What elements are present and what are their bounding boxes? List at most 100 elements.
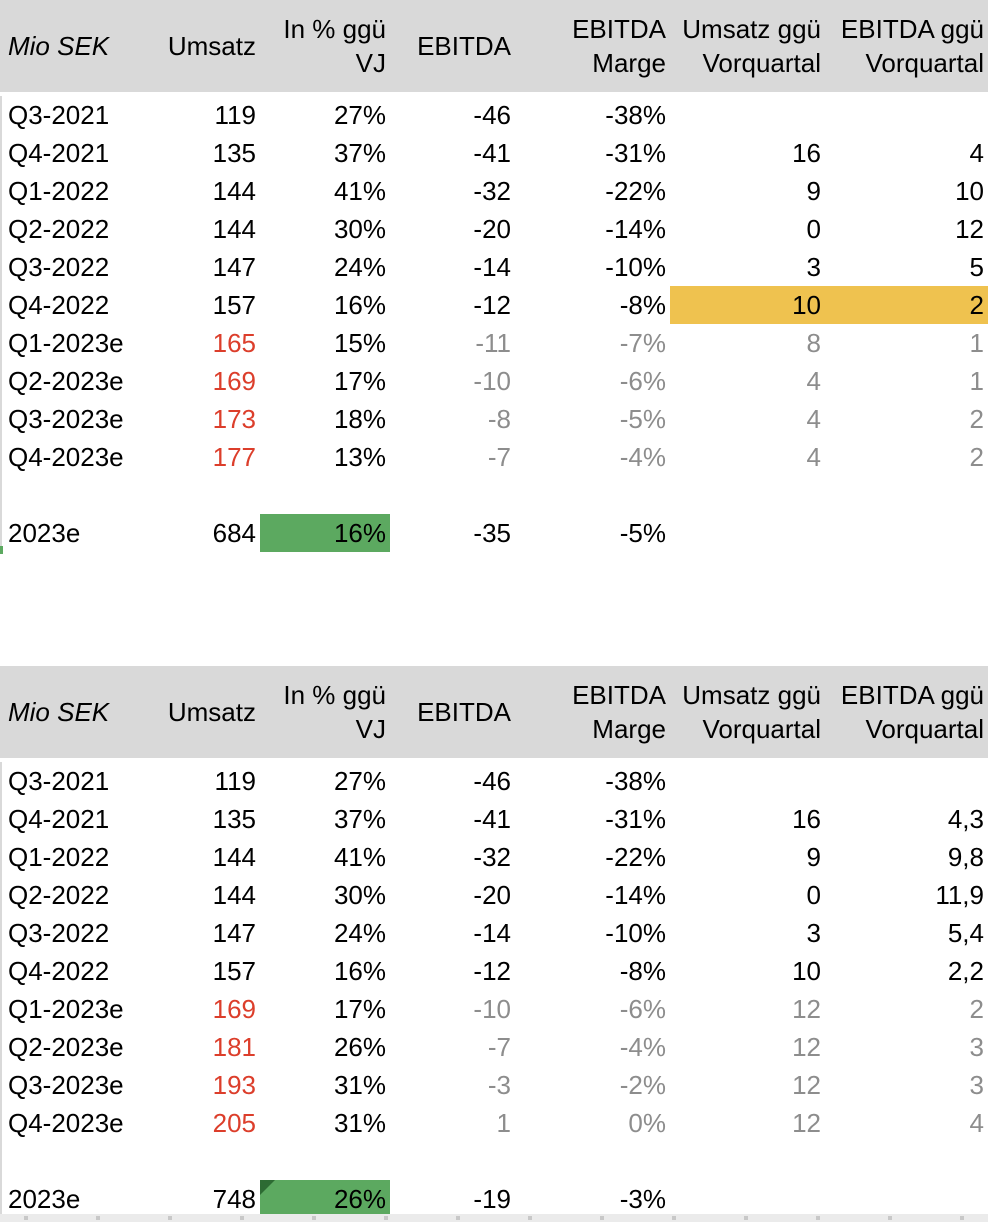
cell-marge[interactable]: -4% bbox=[619, 1032, 666, 1062]
cell-eq[interactable] bbox=[825, 1142, 988, 1180]
cell-uq[interactable]: 10 bbox=[792, 956, 821, 986]
cell-ebitda[interactable]: -41 bbox=[473, 804, 511, 834]
cell-ebitda[interactable]: -32 bbox=[473, 842, 511, 872]
cell-uq[interactable]: 12 bbox=[792, 1032, 821, 1062]
header-cell-mio-sek[interactable]: Mio SEK bbox=[0, 695, 135, 729]
cell-pct[interactable]: 41% bbox=[333, 842, 386, 872]
cell-umsatz[interactable]: 147 bbox=[212, 252, 256, 282]
cell-eq[interactable] bbox=[825, 1180, 988, 1218]
cell-ebitda[interactable]: -12 bbox=[473, 956, 511, 986]
cell-eq[interactable] bbox=[825, 762, 988, 800]
cell-quarter-label[interactable] bbox=[0, 476, 135, 514]
header-cell-ebitda[interactable]: EBITDA bbox=[390, 29, 515, 63]
cell-quarter-label[interactable]: Q2-2022 bbox=[8, 214, 110, 244]
cell-marge[interactable]: -5% bbox=[619, 518, 666, 548]
cell-uq[interactable]: 10 bbox=[670, 286, 825, 324]
header-cell-ebitda-marge[interactable]: EBITDA Marge bbox=[515, 12, 670, 80]
header-cell-ebitda-vs-prior-quarter[interactable]: EBITDA ggü Vorquartal bbox=[825, 12, 988, 80]
cell-umsatz[interactable]: 147 bbox=[212, 918, 256, 948]
cell-uq[interactable]: 16 bbox=[792, 804, 821, 834]
cell-umsatz[interactable] bbox=[135, 476, 260, 514]
cell-umsatz[interactable]: 119 bbox=[214, 766, 256, 796]
cell-umsatz[interactable]: 135 bbox=[212, 804, 256, 834]
cell-pct[interactable]: 16% bbox=[333, 290, 386, 320]
cell-uq[interactable]: 16 bbox=[792, 138, 821, 168]
cell-umsatz[interactable]: 169 bbox=[212, 366, 256, 396]
cell-uq[interactable]: 3 bbox=[806, 252, 821, 282]
cell-umsatz[interactable]: 119 bbox=[214, 100, 256, 130]
cell-uq[interactable]: 12 bbox=[792, 1070, 821, 1100]
cell-marge[interactable]: -38% bbox=[605, 100, 666, 130]
cell-uq[interactable]: 4 bbox=[806, 366, 821, 396]
cell-marge[interactable]: 0% bbox=[628, 1108, 666, 1138]
cell-umsatz[interactable]: 144 bbox=[212, 880, 256, 910]
cell-pct[interactable]: 13% bbox=[333, 442, 386, 472]
cell-uq[interactable]: 4 bbox=[806, 442, 821, 472]
cell-uq[interactable] bbox=[670, 1180, 825, 1218]
cell-umsatz[interactable]: 169 bbox=[212, 994, 256, 1024]
cell-marge[interactable]: -22% bbox=[605, 176, 666, 206]
cell-ebitda[interactable]: -20 bbox=[473, 214, 511, 244]
cell-eq[interactable]: 2 bbox=[969, 442, 984, 472]
cell-pct[interactable]: 27% bbox=[333, 100, 386, 130]
cell-eq[interactable]: 4 bbox=[969, 138, 984, 168]
header-cell-ebitda-vs-prior-quarter[interactable]: EBITDA ggü Vorquartal bbox=[825, 678, 988, 746]
cell-quarter-label[interactable]: Q4-2023e bbox=[8, 442, 124, 472]
cell-pct[interactable]: 31% bbox=[333, 1108, 386, 1138]
cell-umsatz[interactable] bbox=[135, 1142, 260, 1180]
cell-umsatz[interactable]: 165 bbox=[212, 328, 256, 358]
cell-quarter-label[interactable]: Q1-2023e bbox=[8, 994, 124, 1024]
cell-marge[interactable]: -3% bbox=[619, 1184, 666, 1214]
cell-ebitda[interactable]: -12 bbox=[473, 290, 511, 320]
cell-eq[interactable]: 3 bbox=[969, 1070, 984, 1100]
cell-quarter-label[interactable]: Q4-2022 bbox=[8, 956, 110, 986]
cell-eq[interactable]: 2 bbox=[969, 994, 984, 1024]
header-cell-pct-vs-prior-year[interactable]: In % ggü VJ bbox=[260, 12, 390, 80]
cell-ebitda[interactable]: -7 bbox=[487, 442, 511, 472]
cell-pct[interactable]: 26% bbox=[333, 1032, 386, 1062]
cell-pct[interactable]: 17% bbox=[333, 366, 386, 396]
cell-pct[interactable]: 41% bbox=[333, 176, 386, 206]
cell-quarter-label[interactable]: Q3-2023e bbox=[8, 404, 124, 434]
cell-marge[interactable]: -4% bbox=[619, 442, 666, 472]
cell-quarter-label[interactable]: 2023e bbox=[8, 1184, 81, 1214]
cell-umsatz[interactable]: 177 bbox=[212, 442, 256, 472]
cell-quarter-label[interactable]: Q1-2022 bbox=[8, 176, 110, 206]
cell-uq[interactable]: 12 bbox=[792, 1108, 821, 1138]
cell-eq[interactable]: 2 bbox=[969, 404, 984, 434]
header-cell-umsatz-vs-prior-quarter[interactable]: Umsatz ggü Vorquartal bbox=[670, 678, 825, 746]
cell-pct[interactable]: 24% bbox=[333, 252, 386, 282]
cell-ebitda[interactable]: -35 bbox=[473, 518, 511, 548]
cell-quarter-label[interactable]: Q1-2023e bbox=[8, 328, 124, 358]
cell-uq[interactable]: 0 bbox=[806, 880, 821, 910]
cell-pct[interactable]: 37% bbox=[333, 138, 386, 168]
header-cell-umsatz[interactable]: Umsatz bbox=[135, 29, 260, 63]
cell-eq[interactable]: 2,2 bbox=[947, 956, 984, 986]
cell-eq[interactable]: 4 bbox=[969, 1108, 984, 1138]
cell-marge[interactable]: -8% bbox=[619, 956, 666, 986]
header-cell-umsatz-vs-prior-quarter[interactable]: Umsatz ggü Vorquartal bbox=[670, 12, 825, 80]
cell-quarter-label[interactable]: Q2-2023e bbox=[8, 1032, 124, 1062]
cell-pct[interactable]: 37% bbox=[333, 804, 386, 834]
cell-umsatz[interactable]: 181 bbox=[212, 1032, 256, 1062]
cell-quarter-label[interactable]: Q3-2023e bbox=[8, 1070, 124, 1100]
cell-uq[interactable]: 4 bbox=[806, 404, 821, 434]
cell-uq[interactable]: 3 bbox=[806, 918, 821, 948]
cell-pct[interactable]: 30% bbox=[333, 880, 386, 910]
cell-uq[interactable]: 0 bbox=[806, 214, 821, 244]
cell-ebitda[interactable]: -46 bbox=[473, 100, 511, 130]
cell-pct[interactable]: 16% bbox=[333, 956, 386, 986]
cell-eq[interactable] bbox=[825, 476, 988, 514]
cell-umsatz[interactable]: 205 bbox=[212, 1108, 256, 1138]
cell-quarter-label[interactable] bbox=[0, 1142, 135, 1180]
cell-pct[interactable] bbox=[260, 1142, 390, 1180]
cell-pct[interactable]: 31% bbox=[333, 1070, 386, 1100]
cell-pct[interactable]: 27% bbox=[333, 766, 386, 796]
cell-ebitda[interactable]: 1 bbox=[496, 1108, 511, 1138]
cell-marge[interactable]: -22% bbox=[605, 842, 666, 872]
cell-marge[interactable]: -31% bbox=[605, 804, 666, 834]
cell-umsatz[interactable]: 157 bbox=[212, 956, 256, 986]
cell-ebitda[interactable]: -14 bbox=[473, 252, 511, 282]
cell-marge[interactable] bbox=[515, 1142, 670, 1180]
cell-ebitda[interactable] bbox=[390, 476, 515, 514]
